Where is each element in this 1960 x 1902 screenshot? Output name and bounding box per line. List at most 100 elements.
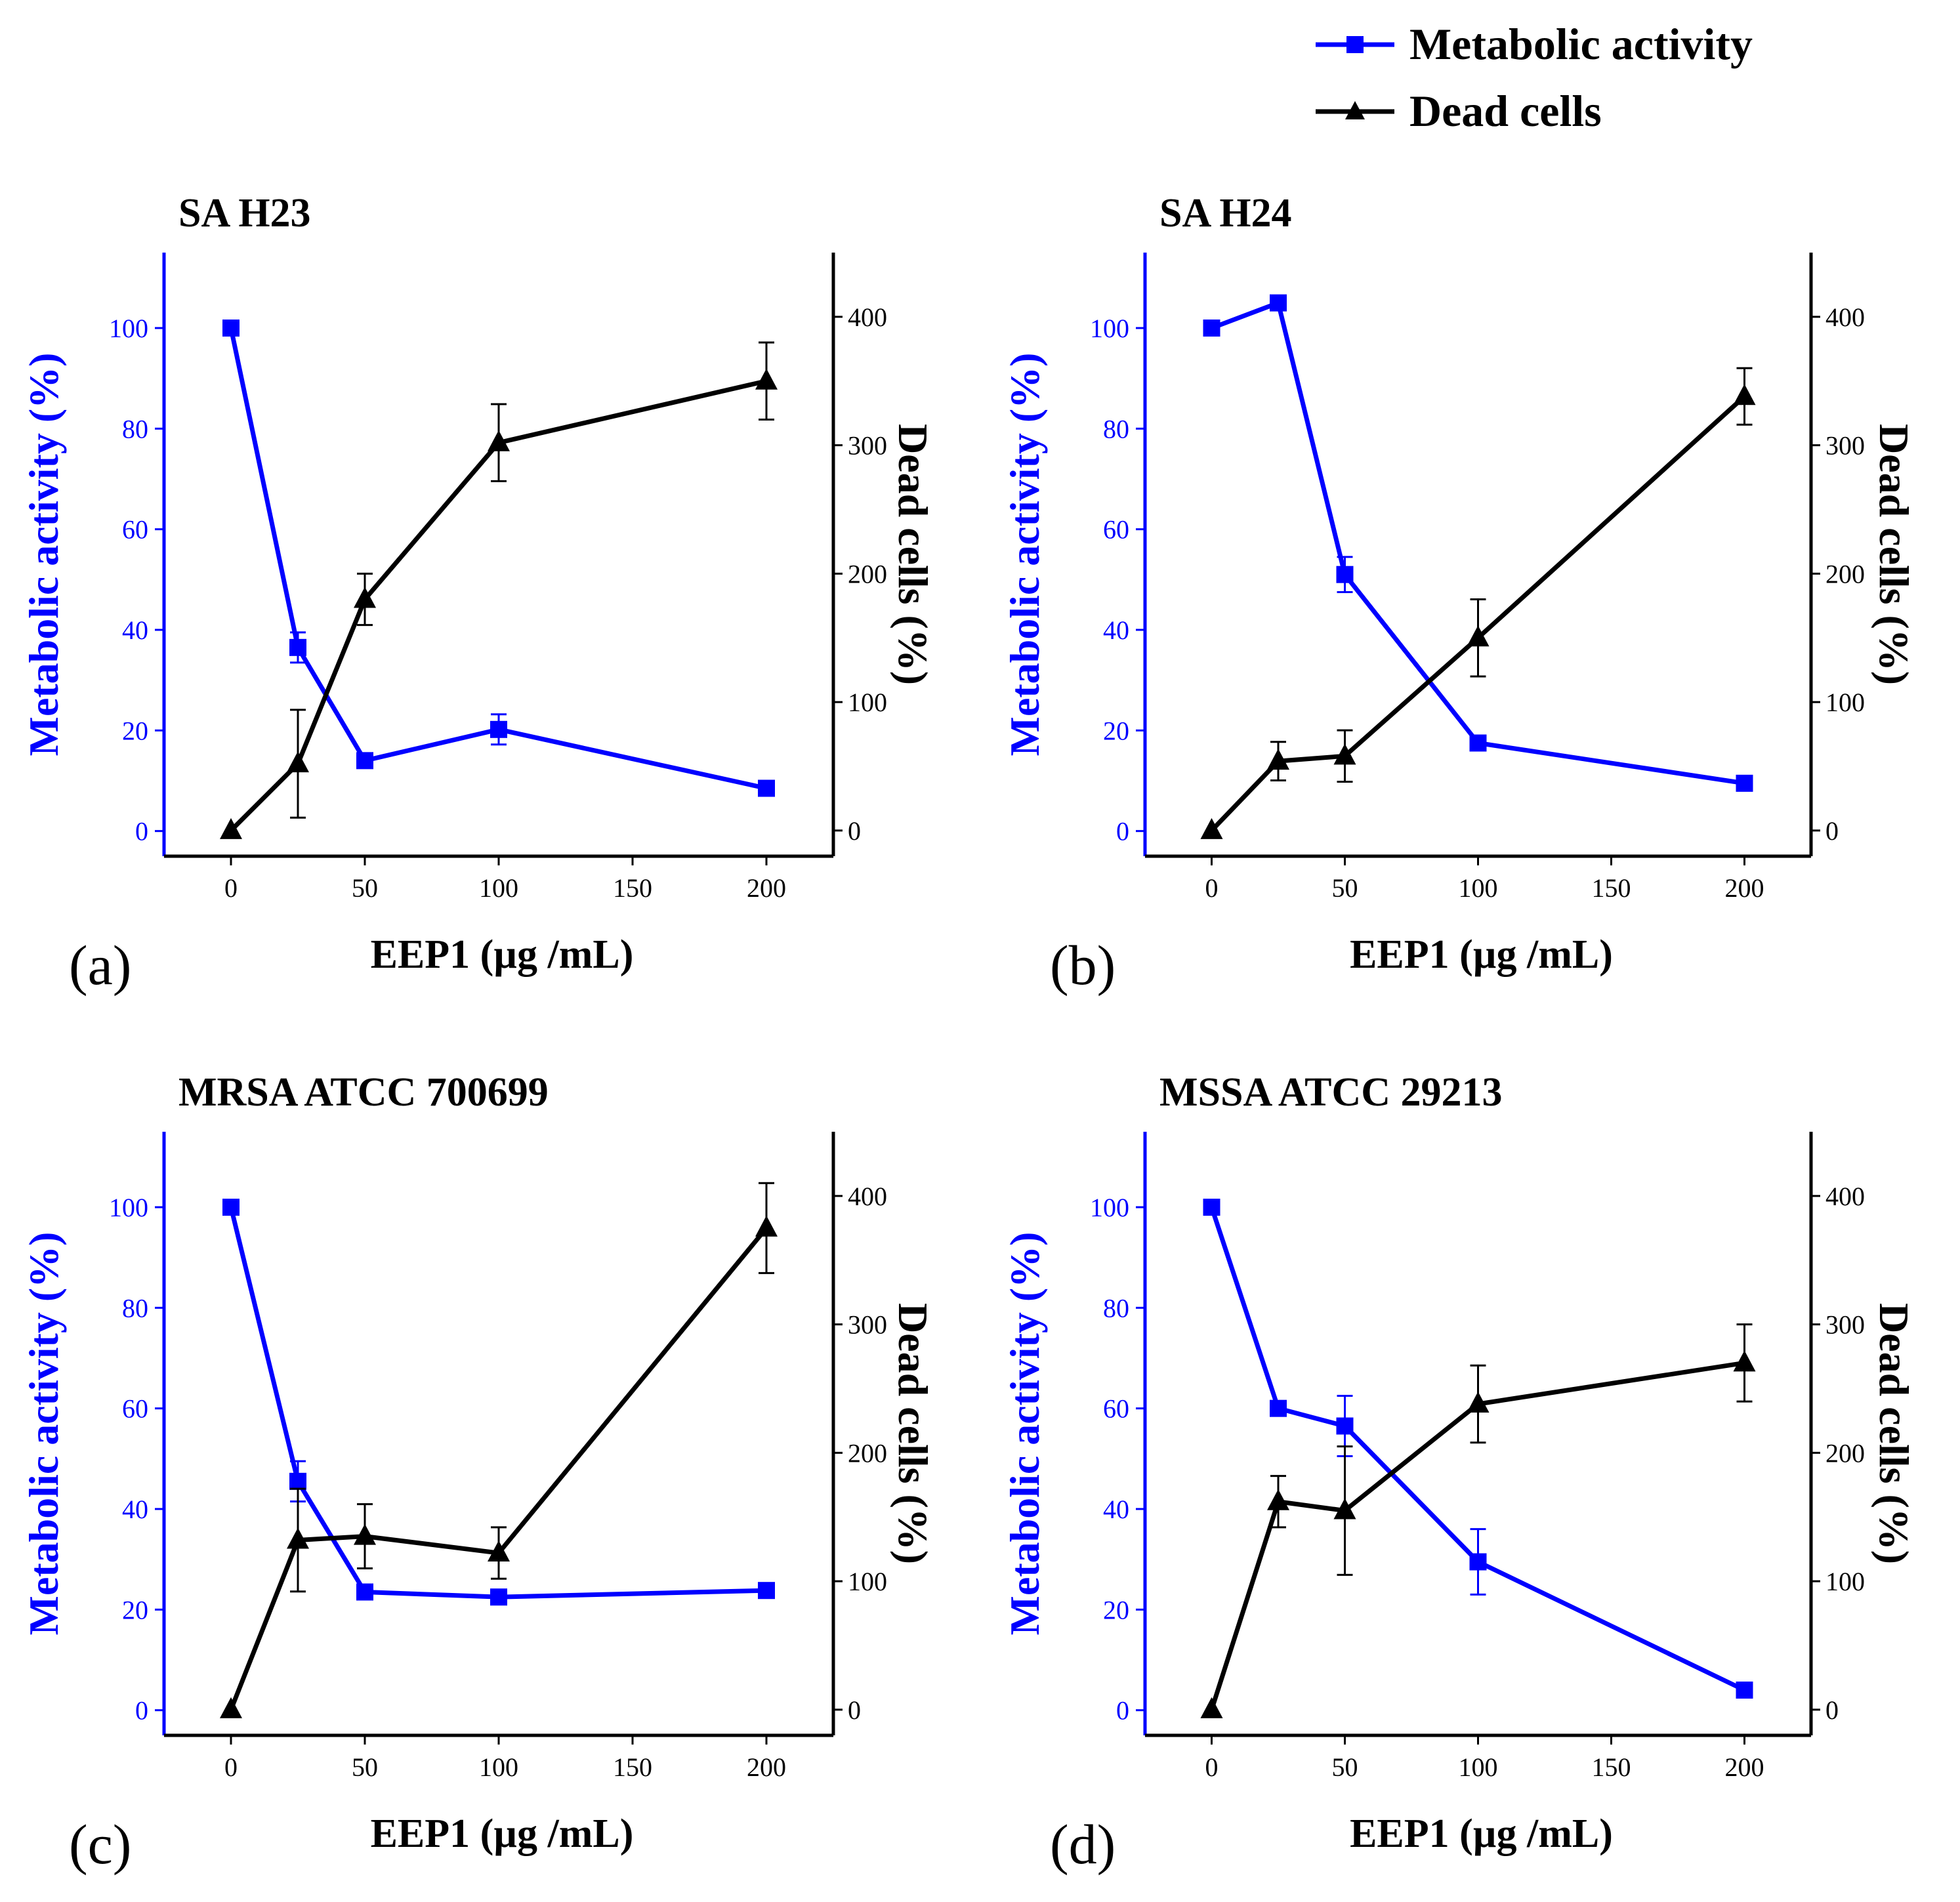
series-metabolic-activity [1203,1199,1753,1699]
series-dead-cells [1200,367,1756,839]
right-y-tick-label: 300 [848,1310,887,1340]
chart-title: MRSA ATCC 700699 [178,1070,549,1115]
right-y-tick-label: 100 [848,1567,887,1596]
x-tick-label: 200 [747,873,786,903]
left-y-tick-label: 80 [122,1293,148,1323]
chart-title: SA H24 [1159,191,1292,236]
left-y-axis-label: Metabolic activity (%) [1001,1232,1048,1636]
data-point-triangle [1267,749,1289,770]
left-y-tick-label: 40 [122,615,148,645]
chart-panel-c: MRSA ATCC 700699 0 20 40 60 80 100 0 100 200 300 40… [20,1070,936,1876]
data-point-triangle [287,751,309,773]
right-y-tick-label: 100 [848,688,887,717]
data-point-square [356,1583,373,1601]
chart-panel-b: SA H24 0 20 40 60 80 100 0 100 200 300 400 0 50 100 150… [1001,191,1917,997]
data-point-triangle [1467,1391,1490,1413]
right-y-tick-label: 200 [1825,559,1865,589]
right-y-tick-label: 200 [848,1438,887,1468]
left-y-tick-label: 0 [1116,1696,1129,1726]
right-y-tick-label: 300 [1825,1310,1865,1340]
left-y-tick-label: 100 [109,1193,148,1222]
x-tick-label: 100 [1459,873,1498,903]
chart-panel-a: SA H23 0 20 40 60 80 100 0 100 200 300 400 0 50 100 150… [20,191,936,997]
left-y-tick-label: 0 [135,817,148,846]
data-point-square [289,1472,306,1490]
data-point-square [1336,566,1354,583]
data-point-square [1469,1553,1487,1571]
data-point-square [1336,1417,1354,1435]
legend-label-dead-cells: Dead cells [1409,86,1602,136]
chart-panel-d: MSSA ATCC 29213 0 20 40 60 80 100 0 100 200 300 400… [1001,1070,1917,1876]
panel-label: (b) [1050,934,1116,997]
legend-item-metabolic-activity: Metabolic activity [1316,19,1753,69]
data-point-triangle [1333,743,1356,765]
right-y-tick-label: 400 [848,302,887,332]
chart-title: MSSA ATCC 29213 [1159,1070,1503,1115]
data-point-triangle [1467,625,1490,647]
x-tick-label: 200 [747,1752,786,1782]
left-y-axis-label: Metabolic activity (%) [20,1232,67,1636]
right-y-tick-label: 100 [1825,1567,1865,1596]
left-y-tick-label: 60 [1103,1394,1129,1424]
x-tick-label: 150 [1592,873,1631,903]
data-point-triangle [1333,1498,1356,1520]
right-y-tick-label: 0 [1825,816,1839,846]
left-y-tick-label: 20 [122,1595,148,1624]
left-y-tick-label: 0 [1116,817,1129,846]
series-line-dead-cells [228,1226,768,1711]
left-y-tick-label: 0 [135,1696,148,1726]
data-point-triangle [1733,1350,1756,1372]
legend-marker-triangle-icon [1345,101,1365,119]
data-point-square [289,638,306,656]
left-y-tick-label: 20 [1103,716,1129,745]
x-tick-label: 50 [1332,873,1358,903]
x-tick-label: 0 [1205,1752,1219,1782]
left-y-tick-label: 80 [1103,1293,1129,1323]
left-y-tick-label: 60 [122,515,148,545]
right-y-tick-label: 400 [1825,1182,1865,1211]
left-y-tick-label: 60 [1103,515,1129,545]
x-tick-label: 200 [1725,873,1764,903]
right-y-tick-label: 100 [1825,688,1865,717]
panel-label: (c) [69,1813,131,1876]
series-line-metabolic-activity [1209,1206,1746,1693]
right-y-axis-label: Dead cells (%) [890,424,936,685]
data-point-triangle [1200,817,1223,839]
data-point-square [758,1582,775,1600]
left-y-tick-label: 100 [109,314,148,343]
series-metabolic-activity [222,1199,775,1606]
x-tick-label: 100 [479,873,518,903]
data-point-triangle [354,587,376,608]
series-line-metabolic-activity [1211,300,1745,786]
right-y-axis-label: Dead cells (%) [1871,424,1917,685]
left-y-tick-label: 80 [122,414,148,444]
legend-marker-square-icon [1346,36,1364,53]
right-y-tick-label: 400 [848,1182,887,1211]
x-axis-label: EEP1 (µg /mL) [1350,932,1613,977]
left-y-tick-label: 100 [1090,1193,1129,1222]
panel-label: (d) [1050,1813,1116,1876]
data-point-square [1270,294,1287,312]
left-y-tick-label: 80 [1103,414,1129,444]
x-tick-label: 0 [1205,873,1219,903]
data-point-triangle [220,817,242,839]
x-axis-label: EEP1 (µg /mL) [371,932,634,977]
x-tick-label: 50 [352,873,378,903]
right-y-tick-label: 300 [848,431,887,461]
series-metabolic-activity [1203,294,1753,792]
panel-label: (a) [69,934,131,997]
x-tick-label: 150 [613,1752,652,1782]
right-y-tick-label: 0 [848,816,861,846]
data-point-triangle [1267,1489,1289,1510]
data-point-square [222,320,240,337]
data-point-square [490,1588,507,1606]
data-point-square [490,720,507,738]
right-y-tick-label: 400 [1825,302,1865,332]
left-y-tick-label: 100 [1090,314,1129,343]
x-tick-label: 100 [479,1752,518,1782]
x-tick-label: 50 [352,1752,378,1782]
x-tick-label: 150 [1592,1752,1631,1782]
left-y-tick-label: 60 [122,1394,148,1424]
data-point-square [758,779,775,797]
